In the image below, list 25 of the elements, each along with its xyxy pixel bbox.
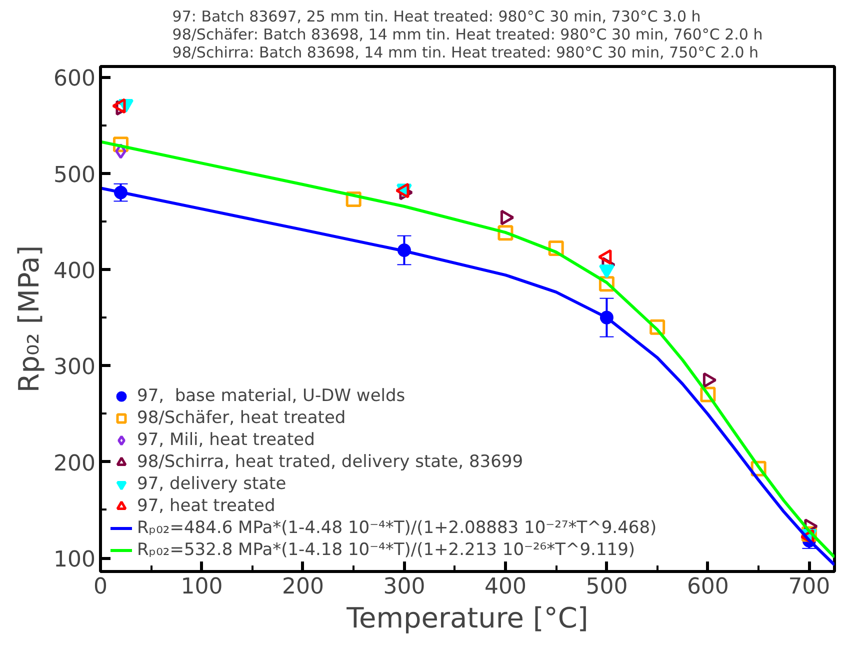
legend-label: 97, heat treated bbox=[137, 495, 276, 517]
x-tick-label: 500 bbox=[586, 574, 628, 600]
y-axis-title: Rp₀₂ [MPa] bbox=[12, 245, 46, 393]
y-tick-label: 100 bbox=[54, 548, 96, 573]
y-tick-label: 600 bbox=[54, 66, 96, 92]
y-tick-label: 500 bbox=[54, 162, 96, 188]
legend-label: Rₚ₀₂=532.8 MPa*(1-4.18 10⁻⁴*T)/(1+2.213 10⁻²⁶*T^9.119) bbox=[137, 539, 636, 561]
legend-label: 97, base material, U-DW welds bbox=[137, 385, 406, 407]
chart-title: 97: Batch 83697, 25 mm tin. Heat treated: 980°C 30 min, 730°C 3.0 h 98/Schäfer: Batch 83698, 14 mm tin. Heat treated: 980°C 30 min, 760°C 2.0 h 98/Schirra: Batch 83698, 14 mm tin. Heat treated: 980°C 30 min, 750°C 2.0 h bbox=[172, 8, 763, 62]
legend-label: 97, delivery state bbox=[137, 473, 286, 495]
legend-label: 98/Schirra, heat trated, delivery state, 83699 bbox=[137, 451, 524, 473]
x-tick-label: 600 bbox=[686, 574, 729, 600]
y-tick-label: 300 bbox=[54, 355, 96, 380]
x-tick-label: 300 bbox=[383, 574, 426, 600]
y-tick-label: 200 bbox=[54, 451, 96, 476]
x-tick-label: 400 bbox=[484, 574, 526, 600]
y-tick-label: 400 bbox=[54, 258, 96, 284]
x-axis-title: Temperature [°C] bbox=[346, 602, 588, 634]
x-tick-label: 200 bbox=[282, 574, 324, 600]
legend-label: 98/Schäfer, heat treated bbox=[137, 407, 346, 429]
x-tick-label: 0 bbox=[94, 574, 108, 600]
x-tick-label: 100 bbox=[180, 574, 223, 600]
legend-label: 97, Mili, heat treated bbox=[137, 429, 315, 451]
x-tick-label: 700 bbox=[788, 574, 830, 600]
legend-label: Rₚ₀₂=484.6 MPa*(1-4.48 10⁻⁴*T)/(1+2.08883 10⁻²⁷*T^9.468) bbox=[137, 517, 657, 539]
